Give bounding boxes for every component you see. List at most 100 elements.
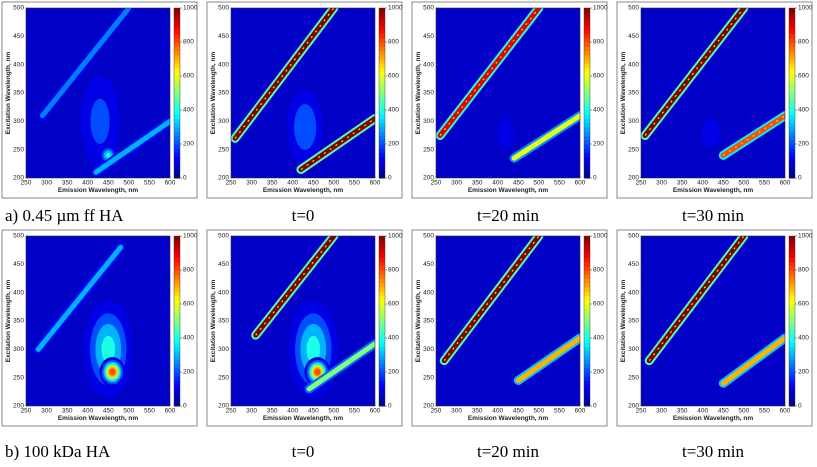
plot-area (641, 8, 785, 178)
colorbar-tick-label: 400 (183, 335, 194, 342)
colorbar-cell (174, 118, 180, 124)
colorbar-cell (174, 105, 180, 111)
ridge-core (722, 115, 785, 156)
colorbar-cell (789, 355, 795, 360)
colorbar-cell (584, 274, 590, 279)
x-tick-label: 350 (62, 408, 73, 415)
colorbar-cell (379, 144, 385, 149)
colorbar-tick-label: 600 (593, 73, 604, 80)
colorbar-cell (789, 384, 795, 390)
panel: 250 300 350 400 450 500 550 6002002503003504004… (616, 229, 813, 427)
colorbar-cell (789, 389, 795, 394)
colorbar-cell (379, 20, 385, 26)
colorbar-cell (789, 287, 795, 292)
colorbar-cell (789, 270, 795, 275)
y-tick-label: 450 (628, 33, 639, 40)
colorbar-cell (789, 261, 795, 267)
colorbar-cell (789, 329, 795, 335)
colorbar-cell (584, 131, 590, 136)
colorbar-frame (788, 7, 796, 179)
colorbar-cell (174, 110, 180, 115)
y-tick-label: 250 (218, 146, 229, 153)
colorbar-cell (174, 359, 180, 364)
x-tick-label: 300 (246, 408, 257, 415)
colorbar-cell (379, 152, 385, 158)
colorbar-tick-label: 800 (388, 267, 399, 274)
colorbar-cell (379, 346, 385, 352)
colorbar-cell (789, 59, 795, 64)
x-tick-label: 250 (21, 180, 32, 187)
y-tick-label: 500 (628, 233, 639, 240)
ridge (93, 118, 170, 175)
colorbar-cell (789, 265, 795, 271)
colorbar-cell (174, 71, 180, 77)
y-tick-label: 250 (218, 374, 229, 381)
colorbar-cell (379, 105, 385, 111)
y-tick-label: 500 (218, 5, 229, 12)
x-tick-label: 500 (123, 180, 134, 187)
plot-area (231, 236, 375, 406)
plot-area (436, 8, 580, 178)
colorbar-cell (789, 401, 795, 407)
colorbar-tick-label: 600 (183, 73, 194, 80)
x-tick-label: 300 (41, 408, 52, 415)
colorbar-cell (174, 384, 180, 390)
panel-caption: b) 100 kDa HA (5, 442, 111, 461)
x-tick-label: 600 (165, 408, 176, 415)
x-axis-label: Emission Wavelength, nm (673, 187, 754, 194)
colorbar-tick-label: 200 (593, 141, 604, 148)
colorbar-cell (584, 139, 590, 145)
colorbar-cell (379, 29, 385, 34)
x-tick-label: 300 (246, 180, 257, 187)
x-tick-label: 450 (308, 408, 319, 415)
colorbar-cell (379, 376, 385, 381)
colorbar-cell (379, 165, 385, 170)
colorbar-tick-label: 1000 (593, 5, 608, 12)
y-tick-label: 350 (628, 90, 639, 97)
ridge (39, 8, 132, 119)
colorbar-cell (174, 346, 180, 352)
colorbar-cell (379, 359, 385, 364)
colorbar-cell (379, 63, 385, 68)
colorbar-cell (584, 333, 590, 339)
colorbar-cell (789, 299, 795, 305)
colorbar-cell (584, 169, 590, 175)
y-tick-label: 300 (218, 346, 229, 353)
y-axis-label: Excitation Wavelength, nm (620, 52, 627, 135)
colorbar-cell (174, 295, 180, 301)
colorbar-cell (174, 101, 180, 107)
y-tick-label: 400 (628, 289, 639, 296)
colorbar-cell (174, 355, 180, 360)
ridge (35, 244, 124, 352)
colorbar-cell (379, 270, 385, 275)
x-tick-label: 300 (451, 408, 462, 415)
colorbar-cell (584, 299, 590, 305)
plot-background (641, 8, 785, 178)
colorbar-cell (379, 355, 385, 360)
contour-level (496, 117, 516, 149)
colorbar-cell (174, 278, 180, 284)
panel: 250 300 350 400 450 500 550 6002002503003504004… (1, 1, 198, 199)
y-tick-label: 450 (218, 261, 229, 268)
colorbar-cell (174, 316, 180, 322)
x-axis-label: Emission Wavelength, nm (468, 415, 549, 422)
panel: 250 300 350 400 450 500 550 6002002503003504004… (206, 229, 403, 427)
y-tick-label: 500 (423, 5, 434, 12)
colorbar-cell (379, 161, 385, 166)
colorbar-tick-label: 800 (593, 39, 604, 46)
colorbar-tick-label: 800 (798, 267, 809, 274)
x-tick-label: 250 (431, 408, 442, 415)
colorbar-tick-label: 1000 (798, 233, 813, 240)
colorbar-cell (584, 389, 590, 394)
colorbar-cell (789, 110, 795, 115)
colorbar-cell (174, 393, 180, 398)
y-axis-label: Excitation Wavelength, nm (5, 52, 12, 135)
ridge-core (648, 236, 745, 362)
colorbar-cell (174, 291, 180, 296)
colorbar-cell (789, 33, 795, 39)
panel: 250 300 350 400 450 500 550 6002002503003504004… (411, 1, 608, 199)
colorbar-cell (174, 144, 180, 149)
colorbar-cell (789, 253, 795, 258)
x-axis-label: Emission Wavelength, nm (263, 187, 344, 194)
x-tick-label: 350 (472, 180, 483, 187)
